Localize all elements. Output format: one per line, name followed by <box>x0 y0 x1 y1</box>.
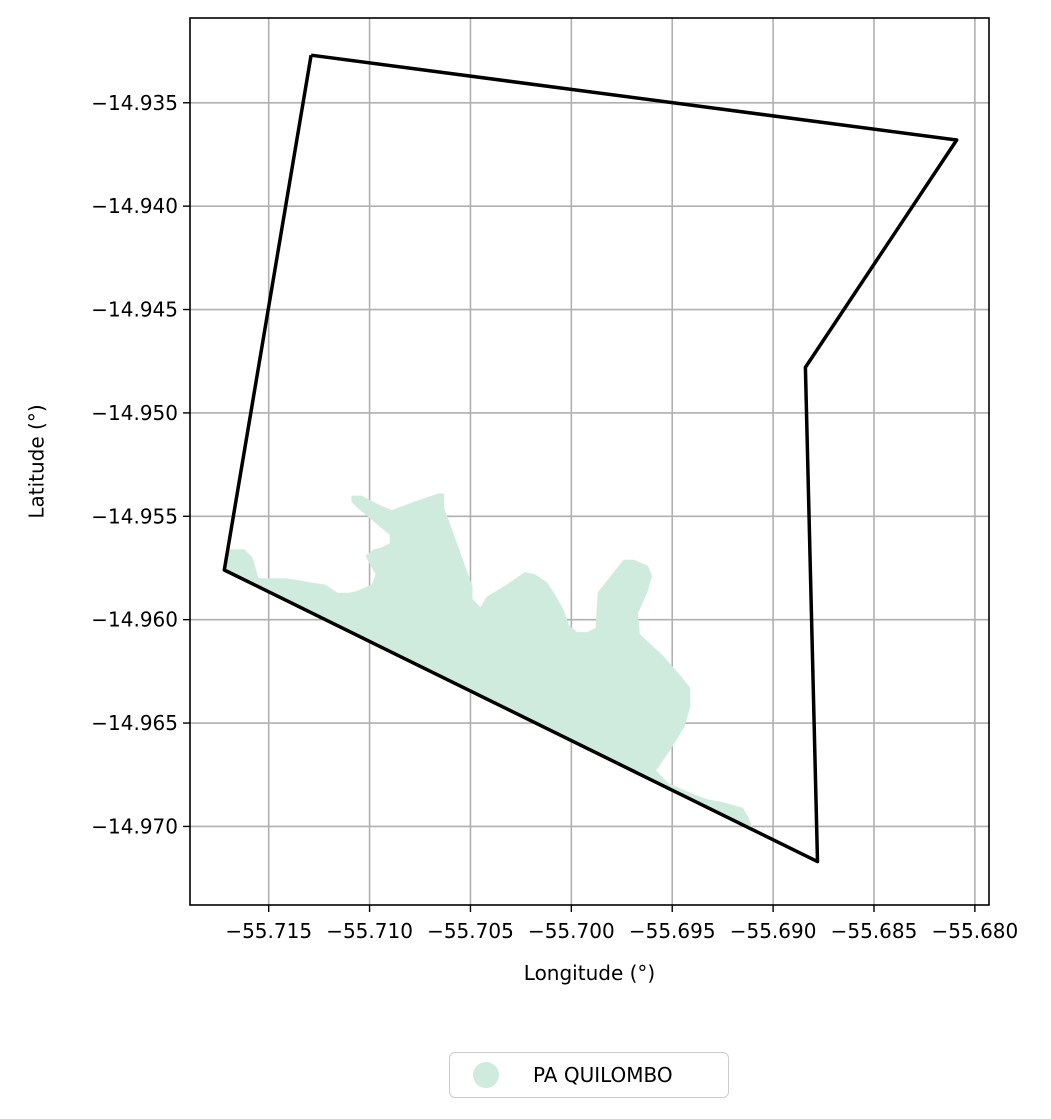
x-tick-label: −55.690 <box>730 919 817 943</box>
boundary-outline <box>222 53 959 864</box>
x-tick-label: −55.695 <box>629 919 716 943</box>
y-tick-label: −14.965 <box>91 711 178 735</box>
x-tick-label: −55.715 <box>225 919 312 943</box>
y-tick-label: −14.935 <box>91 91 178 115</box>
y-tick-label: −14.970 <box>91 814 178 838</box>
y-tick-label: −14.940 <box>91 194 178 218</box>
x-tick-label: −55.700 <box>528 919 615 943</box>
legend-label-pa-quilombo: PA QUILOMBO <box>533 1063 673 1087</box>
axis-ticks: −55.715 −55.710 −55.705 −55.700 −55.695 −55.6… <box>91 91 1018 943</box>
y-axis-label: Latitude (°) <box>25 404 49 518</box>
y-tick-label: −14.955 <box>91 504 178 528</box>
legend: PA QUILOMBO <box>449 1052 729 1098</box>
y-tick-label: −14.960 <box>91 608 178 632</box>
x-tick-label: −55.685 <box>831 919 918 943</box>
pa-quilombo-area <box>224 493 753 829</box>
grid <box>190 18 989 905</box>
x-tick-label: −55.705 <box>427 919 514 943</box>
legend-marker-pa-quilombo <box>473 1062 499 1088</box>
y-tick-label: −14.950 <box>91 401 178 425</box>
x-axis-label: Longitude (°) <box>524 961 655 985</box>
x-tick-label: −55.710 <box>326 919 413 943</box>
plot-frame <box>189 17 990 906</box>
y-tick-label: −14.945 <box>91 298 178 322</box>
x-tick-label: −55.680 <box>932 919 1019 943</box>
